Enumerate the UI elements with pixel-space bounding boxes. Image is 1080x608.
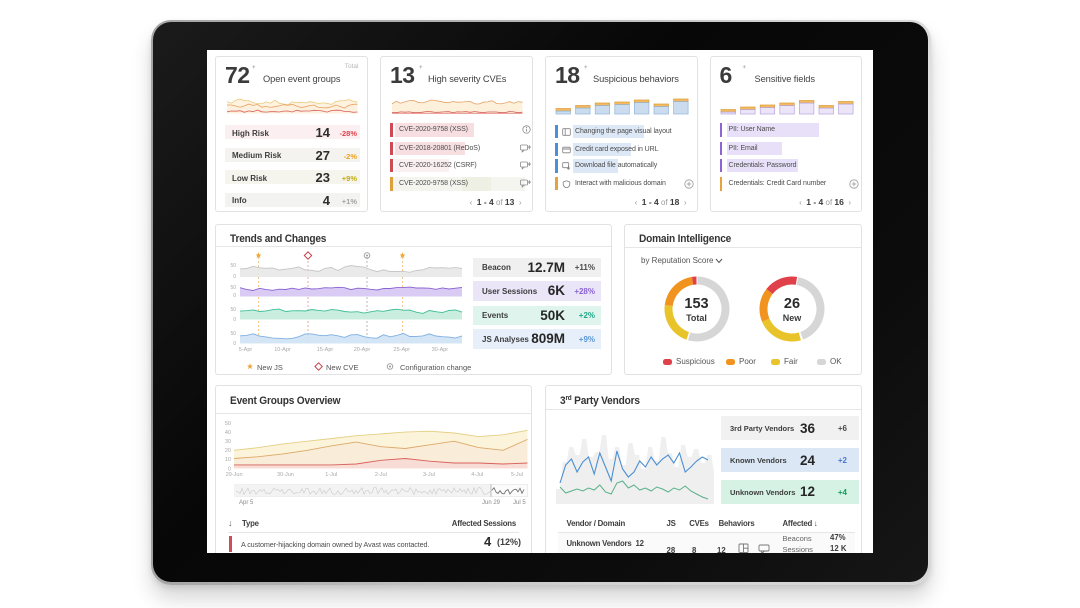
svg-text:50: 50	[225, 421, 231, 427]
svg-text:50: 50	[230, 307, 236, 313]
svg-text:50: 50	[230, 263, 236, 269]
svg-text:20: 20	[225, 448, 231, 454]
svg-text:30: 30	[225, 439, 231, 445]
svg-text:40: 40	[225, 430, 231, 436]
svg-text:0: 0	[228, 466, 231, 472]
svg-text:50: 50	[230, 285, 236, 291]
svg-text:0: 0	[233, 317, 236, 323]
svg-text:10: 10	[225, 457, 231, 463]
svg-text:0: 0	[233, 293, 236, 299]
svg-text:0: 0	[233, 274, 236, 280]
svg-text:50: 50	[230, 331, 236, 337]
svg-text:0: 0	[233, 341, 236, 347]
